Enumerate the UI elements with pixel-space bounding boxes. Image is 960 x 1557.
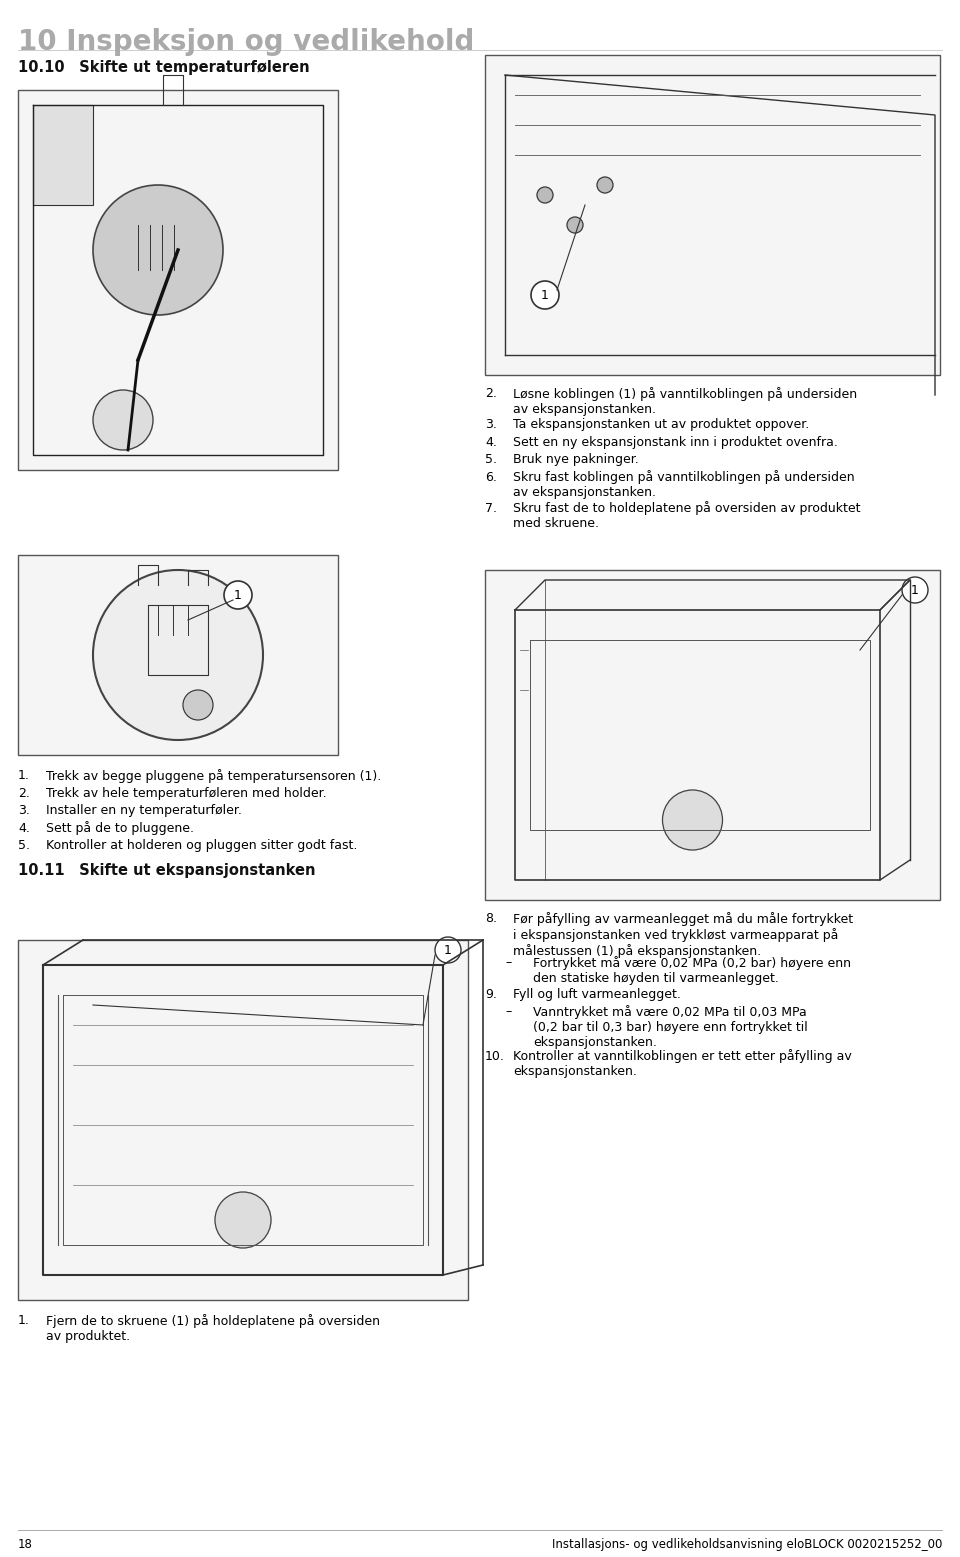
Circle shape (435, 937, 461, 962)
Text: 4.: 4. (485, 436, 497, 448)
Text: Skru fast koblingen på vanntilkoblingen på undersiden
av ekspansjonstanken.: Skru fast koblingen på vanntilkoblingen … (513, 470, 854, 500)
Circle shape (183, 690, 213, 719)
Text: 2.: 2. (18, 786, 30, 799)
Text: 4.: 4. (18, 822, 30, 835)
Text: Bruk nye pakninger.: Bruk nye pakninger. (513, 453, 638, 466)
Text: –: – (505, 1004, 512, 1018)
Text: Vanntrykket må være 0,02 MPa til 0,03 MPa
(0,2 bar til 0,3 bar) høyere enn fortr: Vanntrykket må være 0,02 MPa til 0,03 MP… (533, 1004, 807, 1049)
Bar (18, 940, 468, 1300)
Circle shape (93, 389, 153, 450)
Text: Trekk av hele temperaturføleren med holder.: Trekk av hele temperaturføleren med hold… (46, 786, 326, 799)
Text: –: – (505, 956, 512, 970)
Bar (18, 554, 338, 755)
Text: 8.: 8. (485, 912, 497, 925)
Text: Installasjons- og vedlikeholdsanvisning eloBLOCK 0020215252_00: Installasjons- og vedlikeholdsanvisning … (552, 1538, 942, 1551)
Text: Løsne koblingen (1) på vanntilkoblingen på undersiden
av ekspansjonstanken.: Løsne koblingen (1) på vanntilkoblingen … (513, 388, 857, 416)
Circle shape (93, 570, 263, 740)
Text: 1.: 1. (18, 1314, 30, 1327)
Text: 6.: 6. (485, 470, 497, 484)
Text: 1: 1 (911, 584, 919, 596)
Text: 3.: 3. (485, 417, 497, 431)
Text: 18: 18 (18, 1538, 33, 1551)
Circle shape (902, 578, 928, 603)
Text: 10.11 Skifte ut ekspansjonstanken: 10.11 Skifte ut ekspansjonstanken (18, 863, 316, 878)
Text: Før påfylling av varmeanlegget må du måle fortrykket
i ekspansjonstanken ved try: Før påfylling av varmeanlegget må du mål… (513, 912, 853, 958)
Text: Trekk av begge pluggene på temperatursensoren (1).: Trekk av begge pluggene på temperatursen… (46, 769, 381, 783)
Circle shape (224, 581, 252, 609)
Text: 10.: 10. (485, 1049, 505, 1062)
Bar (18, 90, 338, 470)
Circle shape (93, 185, 223, 315)
Text: 2.: 2. (485, 388, 497, 400)
Text: Skru fast de to holdeplatene på oversiden av produktet
med skruene.: Skru fast de to holdeplatene på overside… (513, 501, 860, 531)
Circle shape (215, 1193, 271, 1249)
Text: 1: 1 (541, 288, 549, 302)
Circle shape (662, 789, 723, 850)
Bar (485, 54, 940, 375)
Text: 10 Inspeksjon og vedlikehold: 10 Inspeksjon og vedlikehold (18, 28, 474, 56)
Text: Fortrykket må være 0,02 MPa (0,2 bar) høyere enn
den statiske høyden til varmean: Fortrykket må være 0,02 MPa (0,2 bar) hø… (533, 956, 851, 986)
Text: 7.: 7. (485, 501, 497, 514)
Text: 3.: 3. (18, 803, 30, 817)
Text: Fjern de to skruene (1) på holdeplatene på oversiden
av produktet.: Fjern de to skruene (1) på holdeplatene … (46, 1314, 380, 1344)
Text: Fyll og luft varmeanlegget.: Fyll og luft varmeanlegget. (513, 987, 681, 1001)
Text: 1: 1 (444, 944, 452, 956)
Text: 9.: 9. (485, 987, 497, 1001)
Text: 5.: 5. (485, 453, 497, 466)
Circle shape (537, 187, 553, 202)
Bar (485, 570, 940, 900)
Text: Installer en ny temperaturføler.: Installer en ny temperaturføler. (46, 803, 242, 817)
Circle shape (567, 216, 583, 234)
Text: Sett på de to pluggene.: Sett på de to pluggene. (46, 822, 194, 836)
Text: Sett en ny ekspansjonstank inn i produktet ovenfra.: Sett en ny ekspansjonstank inn i produkt… (513, 436, 838, 448)
Text: 1: 1 (234, 589, 242, 601)
Circle shape (597, 177, 613, 193)
Text: 10.10 Skifte ut temperaturføleren: 10.10 Skifte ut temperaturføleren (18, 61, 310, 75)
Text: 5.: 5. (18, 839, 30, 852)
Text: 1.: 1. (18, 769, 30, 782)
Text: Kontroller at holderen og pluggen sitter godt fast.: Kontroller at holderen og pluggen sitter… (46, 839, 357, 852)
Circle shape (531, 280, 559, 308)
Bar (33, 104, 93, 206)
Text: Ta ekspansjonstanken ut av produktet oppover.: Ta ekspansjonstanken ut av produktet opp… (513, 417, 809, 431)
Text: Kontroller at vanntilkoblingen er tett etter påfylling av
ekspansjonstanken.: Kontroller at vanntilkoblingen er tett e… (513, 1049, 852, 1079)
